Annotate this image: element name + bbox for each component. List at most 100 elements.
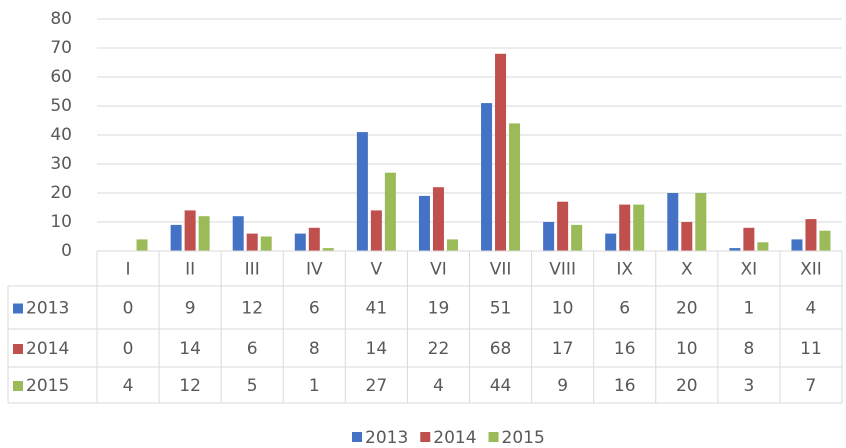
y-tick-label: 10 xyxy=(50,212,72,232)
table-cell: 10 xyxy=(676,339,698,359)
table-cell: 44 xyxy=(490,376,512,396)
x-tick-label: IV xyxy=(306,260,323,280)
x-tick-label: VI xyxy=(430,260,447,280)
bar xyxy=(294,233,306,251)
y-tick-label: 40 xyxy=(50,125,72,145)
bar xyxy=(633,204,645,251)
table-cell: 0 xyxy=(123,339,134,359)
table-cell: 3 xyxy=(743,376,754,396)
table-cell: 14 xyxy=(366,339,388,359)
y-tick-label: 20 xyxy=(50,183,72,203)
legend-key xyxy=(488,432,499,442)
table-cell: 9 xyxy=(557,376,568,396)
y-tick-label: 30 xyxy=(50,154,72,174)
bar xyxy=(370,210,382,251)
table-cell: 20 xyxy=(676,376,698,396)
bar xyxy=(543,222,555,251)
table-legend-key xyxy=(13,344,23,354)
table-cell: 27 xyxy=(366,376,388,396)
table-cell: 1 xyxy=(743,299,754,319)
legend-label: 2014 xyxy=(433,428,476,448)
bar xyxy=(791,239,803,251)
y-tick-label: 50 xyxy=(50,96,72,116)
bar xyxy=(308,227,320,251)
x-tick-label: VIII xyxy=(549,260,576,280)
bar xyxy=(246,233,258,251)
table-cell: 68 xyxy=(490,339,512,359)
bar xyxy=(805,219,817,251)
x-tick-label: X xyxy=(681,260,693,280)
x-tick-label: IX xyxy=(616,260,633,280)
bar xyxy=(184,210,196,251)
legend-key xyxy=(352,432,362,442)
x-tick-label: III xyxy=(245,260,260,280)
bar xyxy=(495,53,507,251)
table-cell: 8 xyxy=(743,339,754,359)
table-cell: 12 xyxy=(241,299,263,319)
x-tick-label: XII xyxy=(800,260,822,280)
bar xyxy=(481,103,493,251)
table-cell: 11 xyxy=(800,339,822,359)
table-cell: 4 xyxy=(123,376,134,396)
bar xyxy=(667,193,679,251)
table-cell: 6 xyxy=(309,299,320,319)
table-cell: 7 xyxy=(806,376,817,396)
bar xyxy=(384,172,396,251)
x-tick-label: V xyxy=(371,260,383,280)
bar xyxy=(509,123,521,251)
table-series-name: 2014 xyxy=(26,339,69,359)
bar xyxy=(198,216,210,251)
bar xyxy=(136,239,148,251)
y-tick-label: 60 xyxy=(50,67,72,87)
bar xyxy=(446,239,458,251)
table-cell: 4 xyxy=(806,299,817,319)
table-cell: 19 xyxy=(428,299,450,319)
bar xyxy=(605,233,617,251)
bar xyxy=(819,230,831,251)
table-cell: 1 xyxy=(309,376,320,396)
table-cell: 16 xyxy=(614,339,636,359)
legend-key xyxy=(420,432,431,442)
table-cell: 16 xyxy=(614,376,636,396)
table-cell: 10 xyxy=(552,299,574,319)
x-tick-label: XI xyxy=(741,260,758,280)
table-cell: 14 xyxy=(179,339,201,359)
table-cell: 22 xyxy=(428,339,450,359)
table-cell: 5 xyxy=(247,376,258,396)
legend-label: 2015 xyxy=(502,428,545,448)
x-tick-label: VII xyxy=(490,260,512,280)
bar xyxy=(681,222,693,251)
bar xyxy=(418,195,430,251)
table-cell: 51 xyxy=(490,299,512,319)
table-cell: 6 xyxy=(247,339,258,359)
table-cell: 6 xyxy=(619,299,630,319)
table-cell: 4 xyxy=(433,376,444,396)
y-tick-label: 70 xyxy=(50,38,72,58)
bar xyxy=(260,236,272,251)
table-cell: 0 xyxy=(123,299,134,319)
y-tick-label: 0 xyxy=(61,241,72,261)
y-tick-label: 80 xyxy=(50,9,72,29)
bar xyxy=(232,216,244,251)
x-tick-label: I xyxy=(126,260,131,280)
table-cell: 20 xyxy=(676,299,698,319)
table-legend-key xyxy=(13,381,23,391)
x-tick-label: II xyxy=(185,260,195,280)
bar xyxy=(729,248,741,251)
bar xyxy=(322,248,334,251)
table-series-name: 2013 xyxy=(26,299,69,319)
table-series-name: 2015 xyxy=(26,376,69,396)
table-cell: 41 xyxy=(366,299,388,319)
bar xyxy=(557,201,569,251)
bar xyxy=(571,224,583,251)
legend-label: 2013 xyxy=(365,428,408,448)
bar xyxy=(619,204,631,251)
bar xyxy=(170,224,182,251)
table-cell: 8 xyxy=(309,339,320,359)
bar xyxy=(757,242,769,251)
bar xyxy=(743,227,755,251)
bar xyxy=(432,187,444,251)
table-cell: 12 xyxy=(179,376,201,396)
table-legend-key xyxy=(13,303,23,314)
